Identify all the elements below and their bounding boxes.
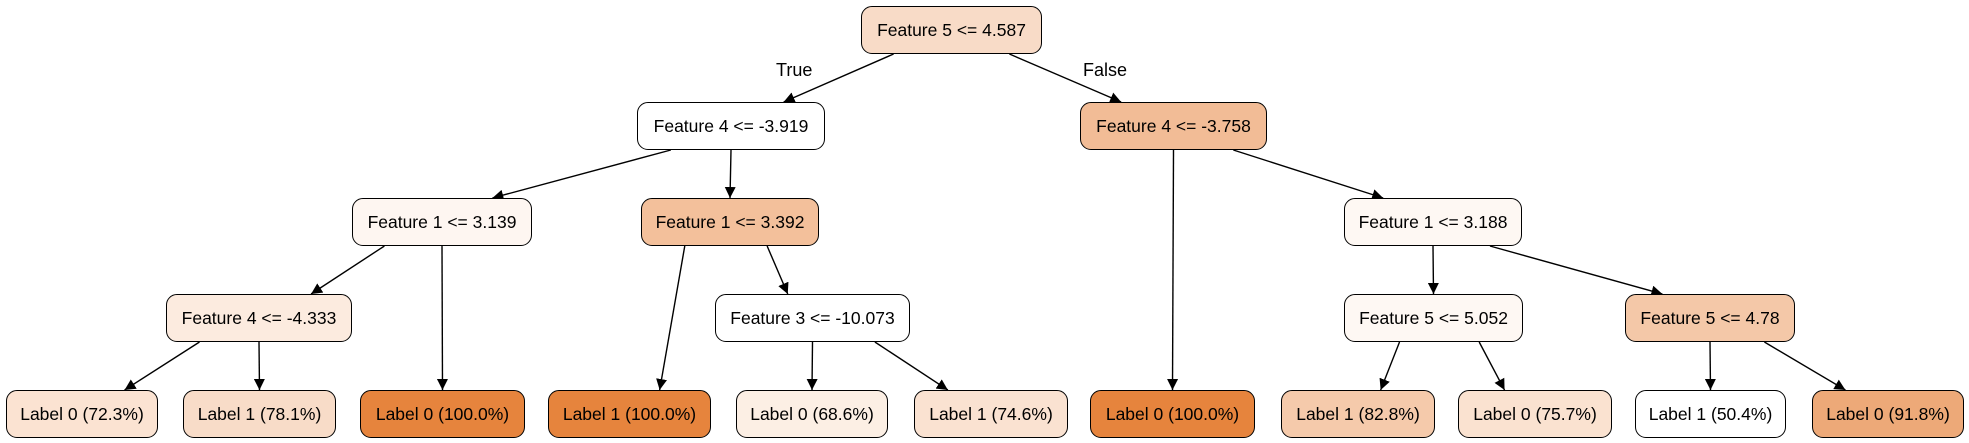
- tree-edge: [783, 53, 894, 103]
- leaf-node: Label 0 (100.0%): [1090, 390, 1255, 438]
- tree-edge: [1167, 149, 1179, 391]
- tree-edge: [766, 245, 789, 295]
- decision-node: Feature 5 <= 4.78: [1625, 294, 1795, 342]
- decision-node: Feature 1 <= 3.392: [641, 198, 819, 246]
- tree-edge: [1233, 149, 1384, 200]
- tree-edge: [1704, 341, 1716, 391]
- leaf-node: Label 0 (68.6%): [736, 390, 888, 438]
- tree-edge: [874, 341, 949, 391]
- tree-edge: [253, 341, 265, 391]
- leaf-node: Label 0 (75.7%): [1458, 390, 1612, 438]
- leaf-node: Label 1 (100.0%): [548, 390, 711, 438]
- tree-edge: [656, 245, 686, 391]
- tree-edge: [436, 245, 448, 391]
- decision-node: Feature 3 <= -10.073: [715, 294, 910, 342]
- decision-node: Feature 5 <= 4.587: [861, 6, 1042, 54]
- edge-label-false: False: [1083, 60, 1128, 80]
- tree-edge: [1478, 341, 1506, 391]
- tree-edge: [1764, 341, 1846, 391]
- tree-edge: [1379, 341, 1401, 391]
- decision-node: Feature 4 <= -3.758: [1080, 102, 1267, 150]
- leaf-node: Label 0 (100.0%): [360, 390, 525, 438]
- decision-node: Feature 4 <= -3.919: [637, 102, 825, 150]
- tree-edge: [1489, 245, 1663, 297]
- leaf-node: Label 1 (78.1%): [183, 390, 336, 438]
- tree-edge: [806, 341, 818, 391]
- leaf-node: Label 1 (50.4%): [1635, 390, 1786, 438]
- decision-node: Feature 1 <= 3.188: [1344, 198, 1522, 246]
- tree-edge: [124, 341, 200, 391]
- leaf-node: Label 0 (91.8%): [1812, 390, 1964, 438]
- tree-edge: [1009, 53, 1122, 103]
- tree-edge: [310, 245, 385, 295]
- tree-edge: [492, 149, 672, 201]
- edge-label-true: True: [776, 60, 813, 80]
- decision-node: Feature 5 <= 5.052: [1344, 294, 1523, 342]
- decision-node: Feature 1 <= 3.139: [352, 198, 532, 246]
- leaf-node: Label 1 (74.6%): [914, 390, 1068, 438]
- tree-edge: [1427, 245, 1439, 295]
- decision-node: Feature 4 <= -4.333: [166, 294, 352, 342]
- leaf-node: Label 1 (82.8%): [1281, 390, 1435, 438]
- leaf-node: Label 0 (72.3%): [6, 390, 158, 438]
- tree-edge: [724, 149, 736, 199]
